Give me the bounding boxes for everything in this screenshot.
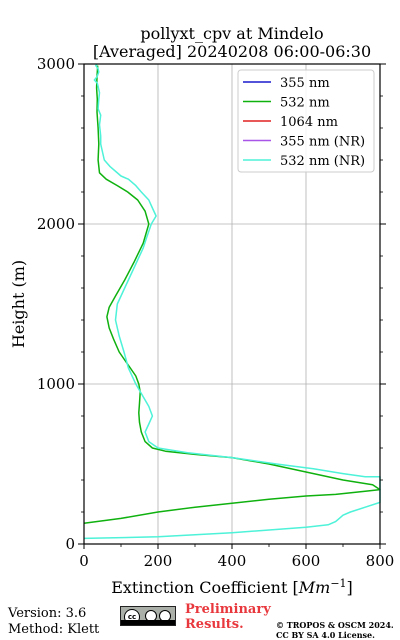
preliminary-line1: Preliminary xyxy=(185,602,271,617)
x-tick-label: 800 xyxy=(366,552,395,570)
method-text: Method: Klett xyxy=(8,622,100,637)
x-tick-label: 200 xyxy=(144,552,173,570)
legend: 355 nm 532 nm 1064 nm 355 nm (NR) 532 nm (NR… xyxy=(237,69,375,173)
y-tick-label: 2000 xyxy=(37,215,75,233)
x-tick-label: 600 xyxy=(292,552,321,570)
chart-title-line2: [Averaged] 20240208 06:00-06:30 xyxy=(93,42,371,61)
legend-label: 532 nm xyxy=(280,96,330,111)
copyright-line1: © TROPOS & OSCM 2024. xyxy=(276,620,394,630)
preliminary-line2: Results. xyxy=(185,617,244,632)
legend-label: 532 nm (NR) xyxy=(280,154,365,169)
cc-license-badge: cc xyxy=(120,606,176,626)
copyright-note: © TROPOS & OSCM 2024. CC BY SA 4.0 Licen… xyxy=(276,620,394,640)
y-axis-label: Height (m) xyxy=(9,260,28,348)
badge-strip xyxy=(121,620,175,625)
legend-box xyxy=(237,69,375,173)
axis-ticks xyxy=(78,63,386,549)
y-tick-label: 1000 xyxy=(37,375,75,393)
x-tick-label: 400 xyxy=(218,552,247,570)
x-tick-label: 0 xyxy=(79,552,89,570)
x-tick-labels: 0 200 400 600 800 xyxy=(79,552,394,570)
copyright-line2: CC BY SA 4.0 License. xyxy=(276,630,375,640)
y-tick-labels: 0 1000 2000 3000 xyxy=(37,55,75,553)
extinction-profile-chart: pollyxt_cpv at Mindelo [Averaged] 202402… xyxy=(9,24,394,597)
y-tick-label: 0 xyxy=(65,535,75,553)
legend-label: 1064 nm xyxy=(280,115,338,130)
y-tick-label: 3000 xyxy=(37,55,75,73)
preliminary-results-note: Preliminary Results. xyxy=(185,602,271,632)
chart-title-line1: pollyxt_cpv at Mindelo xyxy=(140,24,323,43)
version-text: Version: 3.6 xyxy=(8,606,87,621)
legend-label: 355 nm (NR) xyxy=(280,135,365,150)
x-axis-label: Extinction Coefficient [Mm−1] xyxy=(111,577,353,597)
legend-label: 355 nm xyxy=(280,76,330,91)
series-line xyxy=(83,65,381,524)
